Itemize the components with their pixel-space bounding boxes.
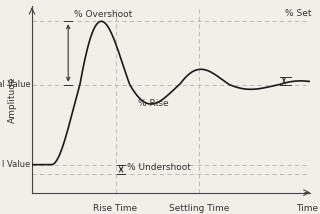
Text: Amplitude: Amplitude — [8, 76, 17, 123]
Text: Time: Time — [297, 204, 319, 213]
Text: l Value: l Value — [2, 160, 31, 169]
Text: Settling Time: Settling Time — [169, 204, 229, 213]
Text: % Undershoot: % Undershoot — [127, 163, 190, 172]
Text: % Set: % Set — [285, 9, 312, 18]
Text: % Rise: % Rise — [138, 99, 168, 108]
Text: nal Value: nal Value — [0, 80, 31, 89]
Text: Rise Time: Rise Time — [93, 204, 138, 213]
Text: % Overshoot: % Overshoot — [74, 10, 132, 19]
